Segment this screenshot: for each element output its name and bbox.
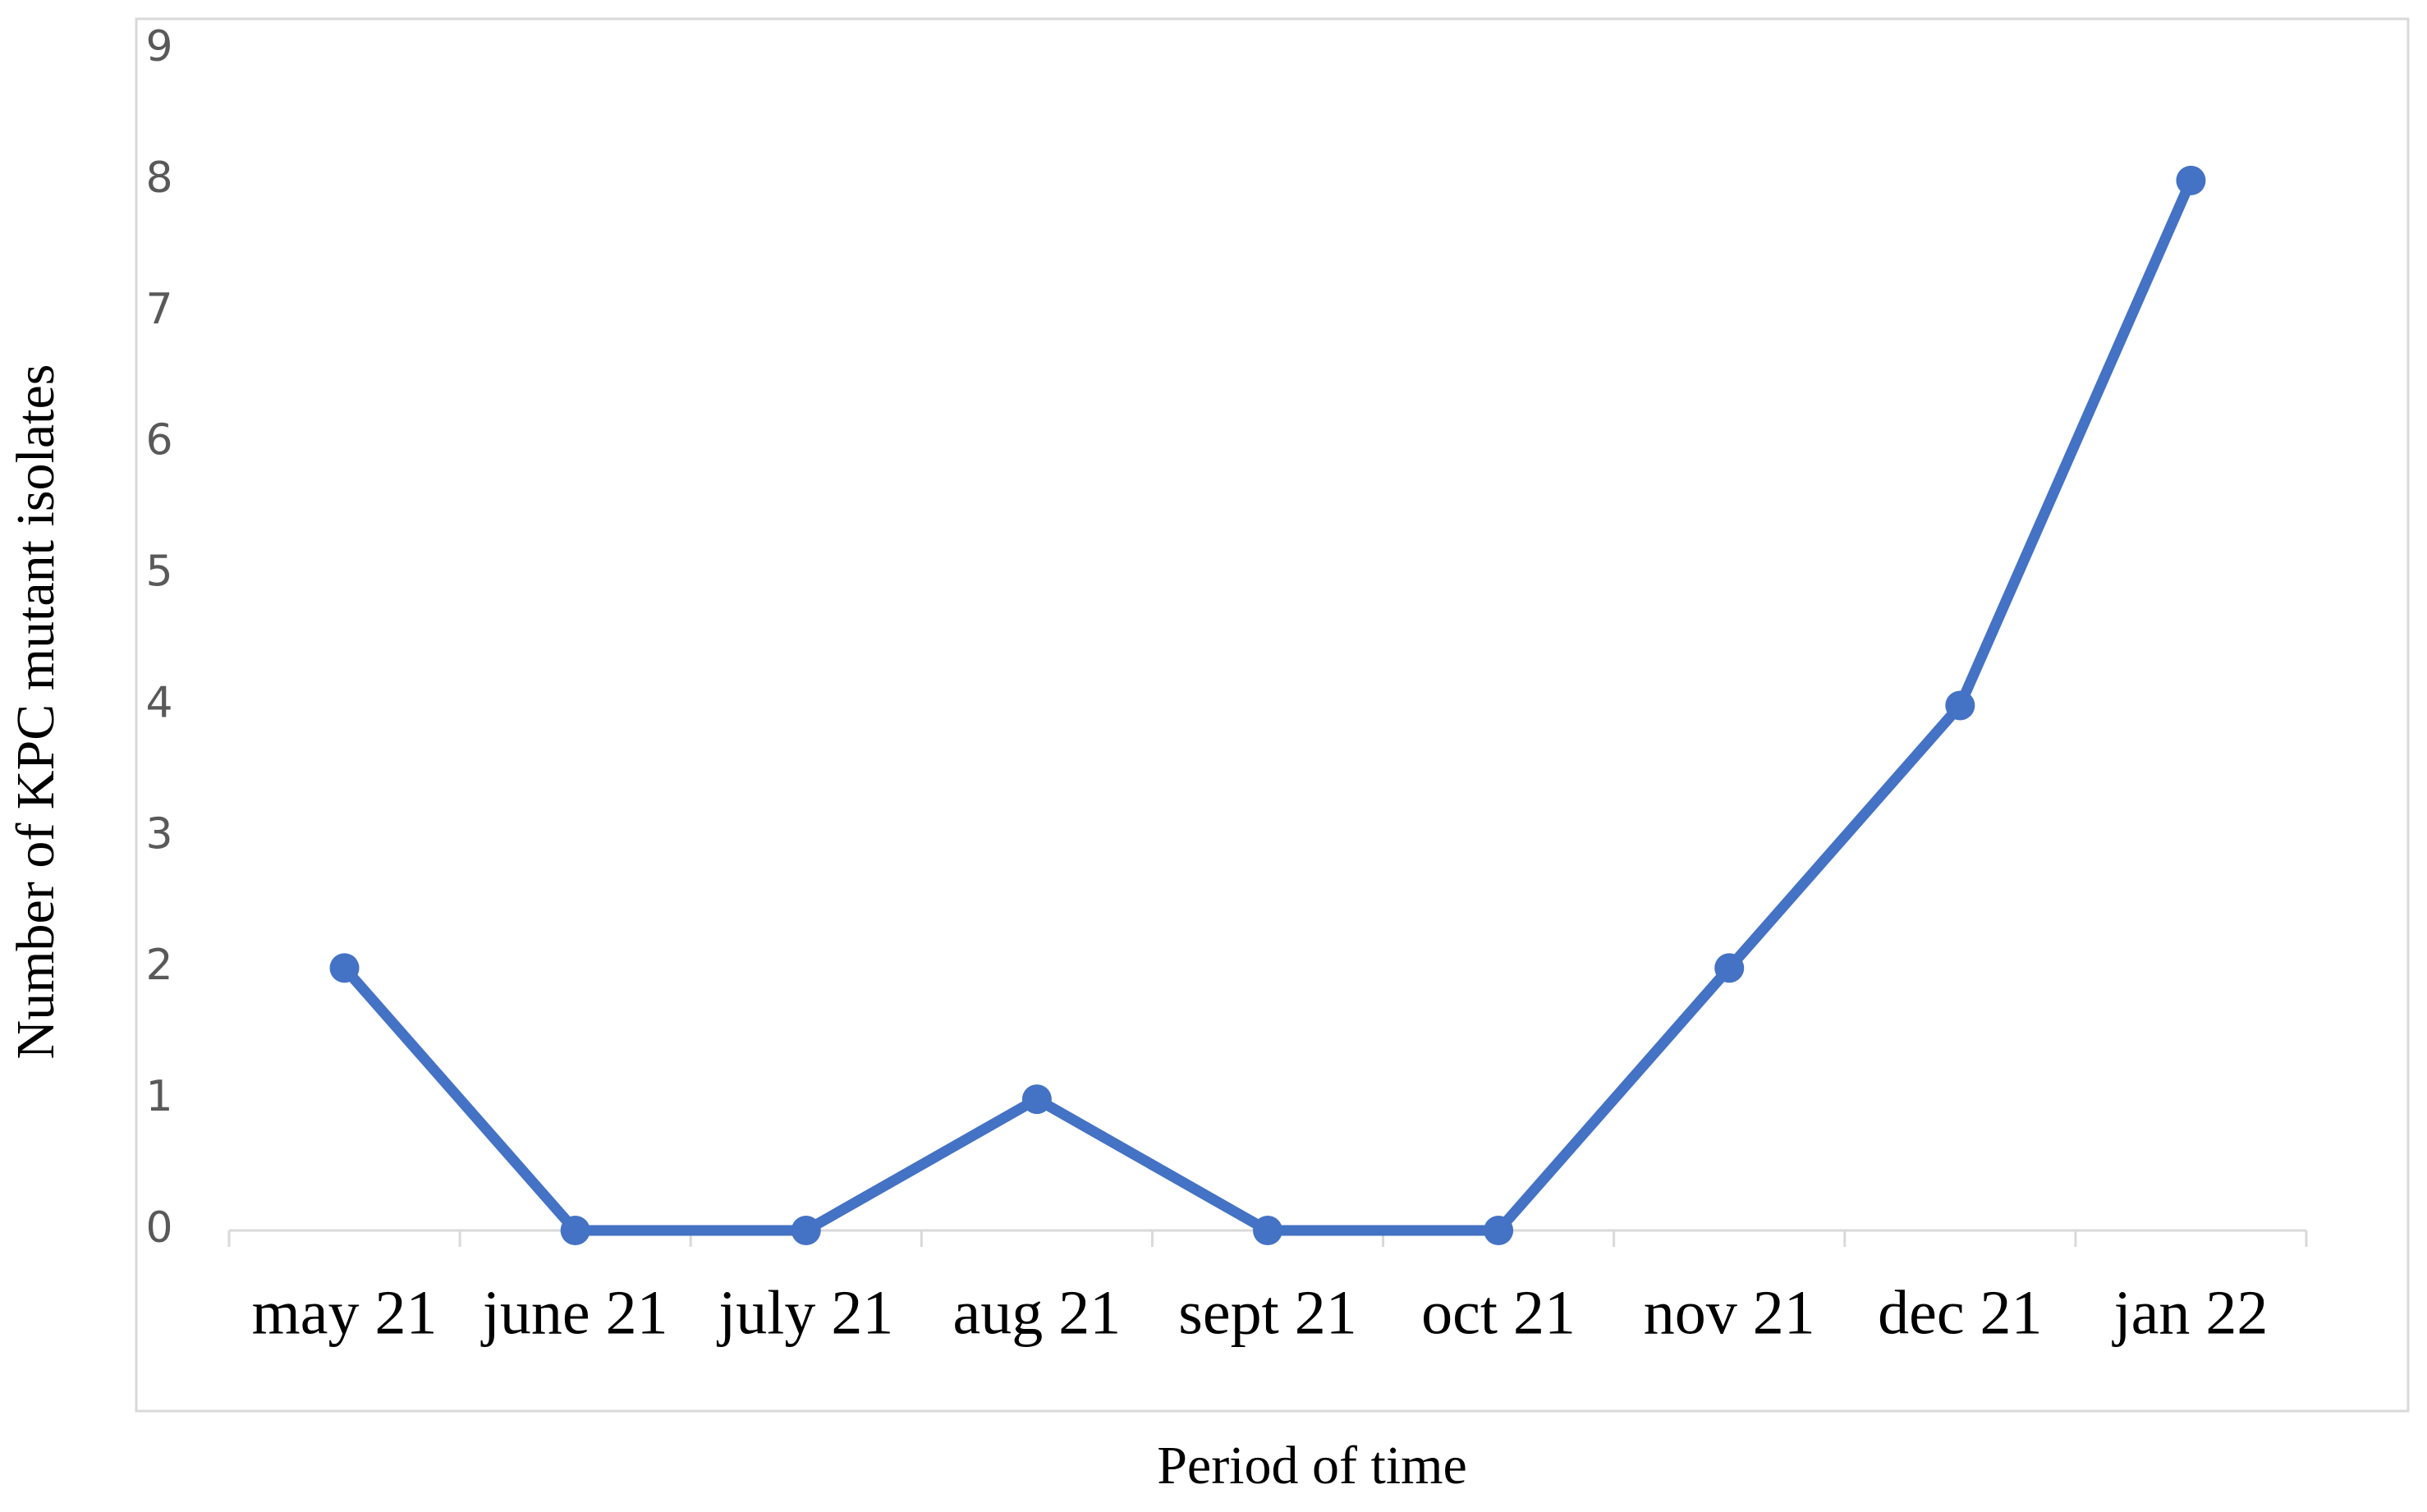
y-tick-label: 0	[145, 1203, 172, 1253]
x-tick-label: july 21	[716, 1278, 893, 1347]
marker	[329, 953, 360, 983]
marker	[1484, 1216, 1514, 1245]
x-tick-label: may 21	[252, 1278, 438, 1347]
y-tick-label: 9	[145, 22, 172, 71]
marker	[2176, 165, 2206, 195]
marker	[791, 1216, 821, 1245]
x-tick-label: june 21	[480, 1278, 668, 1347]
x-axis-title: Period of time	[1157, 1436, 1467, 1496]
y-tick-label: 1	[145, 1072, 172, 1121]
marker	[1945, 690, 1975, 721]
y-tick-label: 4	[145, 678, 172, 727]
x-tick-label: aug 21	[953, 1278, 1122, 1347]
x-tick-label: oct 21	[1421, 1278, 1576, 1347]
chart-border	[135, 17, 2410, 1413]
line	[339, 175, 2196, 1236]
x-tick-label: jan 22	[2112, 1278, 2269, 1347]
marker	[1253, 1216, 1282, 1245]
x-tick-label: nov 21	[1644, 1278, 1815, 1347]
marker	[1021, 1084, 1052, 1115]
y-tick-label: 2	[145, 941, 172, 990]
y-tick-label: 6	[145, 416, 172, 465]
y-tick-label: 7	[145, 285, 172, 334]
marker	[560, 1216, 590, 1245]
marker	[1714, 953, 1745, 983]
x-tick-label: sept 21	[1178, 1278, 1356, 1347]
y-tick-label: 5	[145, 548, 172, 597]
x-tick-label: dec 21	[1878, 1278, 2042, 1347]
y-tick-label: 8	[145, 153, 172, 203]
y-axis-title: Number of KPC mutant isolates	[6, 364, 66, 1060]
y-tick-label: 3	[145, 809, 172, 859]
